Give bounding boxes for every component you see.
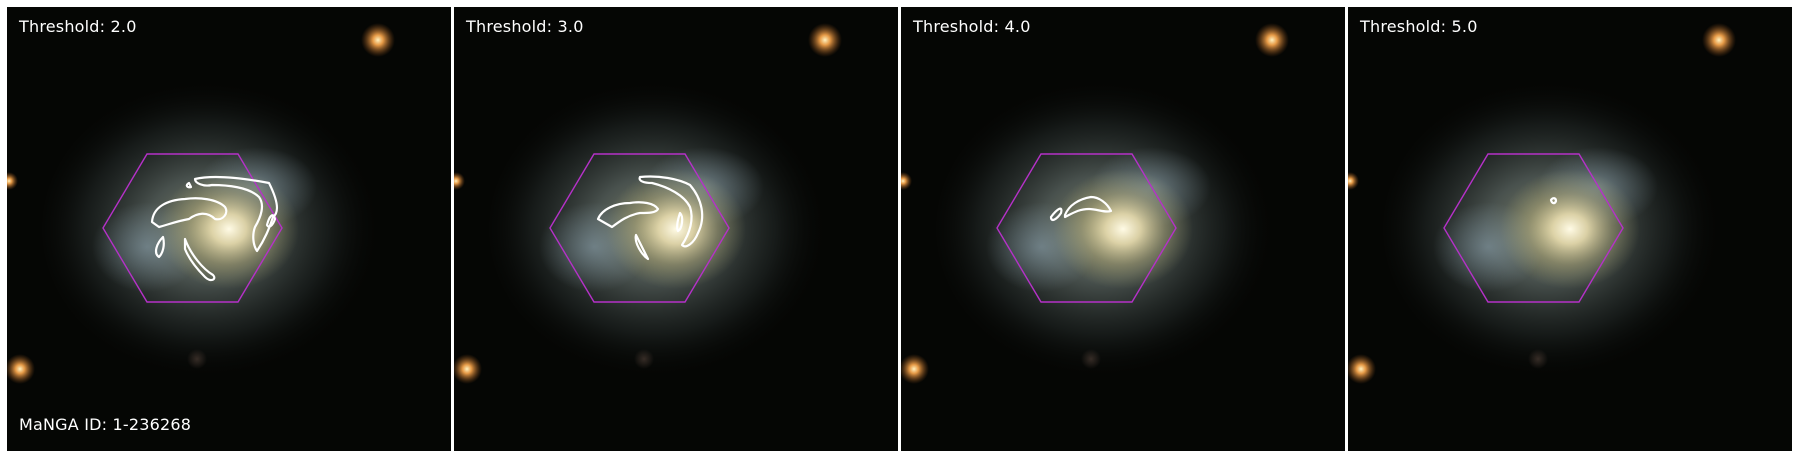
contour-overlay — [1049, 195, 1113, 222]
hexagon-footprint — [1443, 153, 1624, 303]
threshold-label: Threshold: 5.0 — [1360, 17, 1478, 36]
panel-threshold-4: Threshold: 4.0 — [901, 7, 1345, 451]
contour-overlay — [150, 175, 279, 282]
galaxy-id-label: MaNGA ID: 1-236268 — [19, 415, 192, 434]
threshold-label: Threshold: 4.0 — [913, 17, 1031, 36]
contour-overlay — [596, 175, 704, 261]
hexagon-footprint — [102, 153, 283, 303]
galaxy-image — [1348, 7, 1792, 451]
panel-threshold-2: Threshold: 2.0 MaNGA ID: 1-236268 — [7, 7, 451, 451]
contour-overlay — [1549, 197, 1558, 205]
galaxy-image — [454, 7, 898, 451]
galaxy-image — [901, 7, 1345, 451]
hexagon-footprint — [549, 153, 730, 303]
threshold-label: Threshold: 3.0 — [466, 17, 584, 36]
panel-threshold-5: Threshold: 5.0 — [1348, 7, 1792, 451]
panel-threshold-3: Threshold: 3.0 — [454, 7, 898, 451]
hexagon-footprint — [996, 153, 1177, 303]
galaxy-image — [7, 7, 451, 451]
threshold-label: Threshold: 2.0 — [19, 17, 137, 36]
